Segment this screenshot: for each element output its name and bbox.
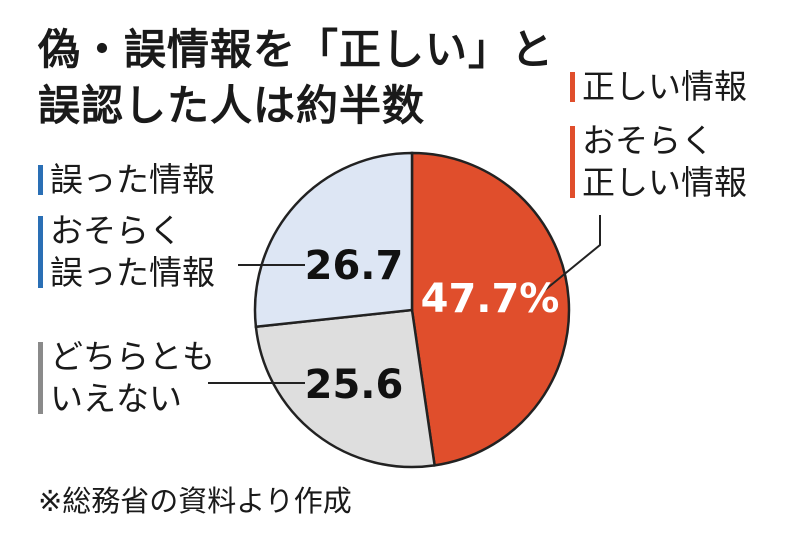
- leader-line-correct: [544, 215, 601, 291]
- legend-correct-2-swatch: [570, 126, 575, 198]
- pie-slice-neither: [254, 308, 437, 469]
- legend-correct-1: 正しい情報: [570, 66, 747, 108]
- legend-correct-2: おそらく 正しい情報: [570, 120, 747, 204]
- legend-wrong-2-swatch: [38, 216, 43, 288]
- legend-wrong-1-swatch: [38, 165, 43, 195]
- pie-slices: [253, 151, 571, 469]
- pie-slice-correct: [410, 151, 571, 467]
- legend-correct-1-text: 正しい情報: [582, 67, 747, 106]
- legend-wrong-2-text-line-1: おそらく: [50, 211, 182, 250]
- legend-neither-text-line-2: いえない: [50, 379, 182, 418]
- legend-wrong-2: おそらく 誤った情報: [38, 210, 215, 294]
- chart-title: 偽・誤情報を「正しい」と 誤認した人は約半数: [38, 22, 554, 134]
- legend-correct-2-text-line-1: おそらく: [582, 121, 714, 160]
- pie-slice-wrong: [253, 151, 414, 329]
- value-label-correct: 47.7%: [421, 276, 560, 322]
- source-note: ※総務省の資料より作成: [38, 484, 352, 518]
- legend-wrong-1-text: 誤った情報: [50, 160, 215, 199]
- chart-title-line-1: 偽・誤情報を「正しい」と: [38, 25, 555, 74]
- value-label-wrong: 26.7: [305, 243, 404, 289]
- chart-title-line-2: 誤認した人は約半数: [38, 81, 426, 130]
- legend-neither-text-line-1: どちらとも: [50, 337, 215, 376]
- value-label-neither: 25.6: [305, 362, 404, 408]
- legend-wrong-1: 誤った情報: [38, 159, 215, 201]
- legend-correct-2-text-line-2: 正しい情報: [582, 163, 747, 202]
- legend-wrong-2-text-line-2: 誤った情報: [50, 253, 215, 292]
- legend-neither: どちらとも いえない: [38, 336, 215, 420]
- legend-neither-swatch: [38, 342, 43, 414]
- legend-correct-1-swatch: [570, 72, 575, 102]
